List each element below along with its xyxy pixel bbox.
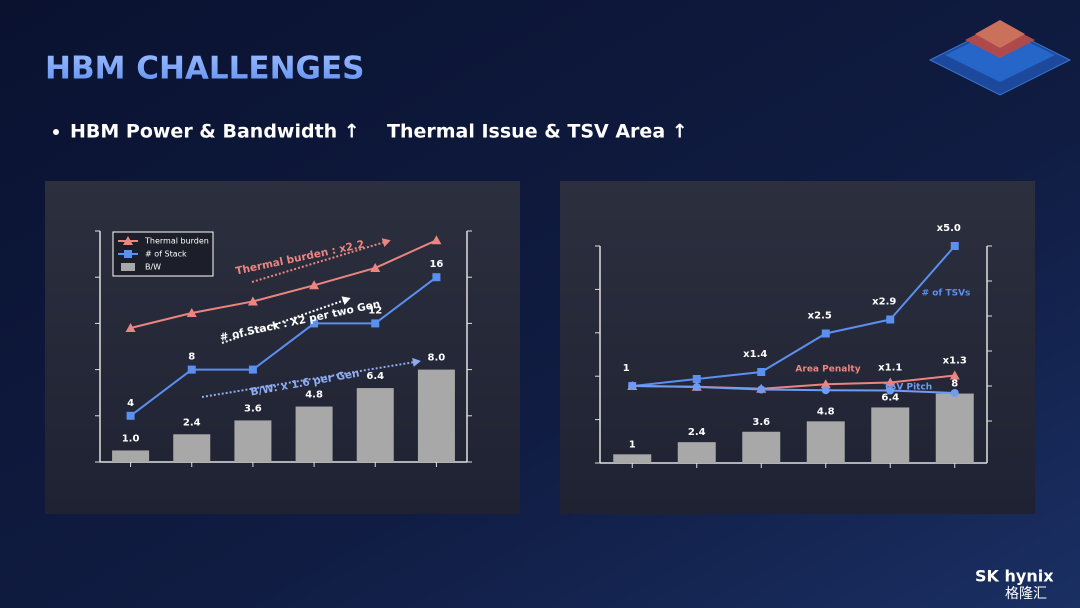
marker: [187, 365, 196, 374]
data-label: x1.1: [878, 363, 902, 374]
bar: [417, 369, 455, 462]
data-label: 8: [188, 352, 195, 363]
bar: [356, 388, 394, 462]
data-label: x5.0: [937, 223, 961, 234]
bar: [613, 454, 652, 463]
data-label: 8: [951, 379, 958, 390]
chart-panel: [560, 181, 1035, 514]
legend-marker: [123, 236, 133, 245]
annotation-arrow: [221, 299, 346, 344]
bar: [935, 393, 974, 463]
data-label: 8.0: [428, 353, 446, 364]
bar: [173, 434, 211, 462]
marker: [370, 262, 381, 272]
legend-swatch: [121, 263, 135, 271]
marker: [248, 365, 257, 374]
marker: [949, 370, 960, 380]
data-label: 1: [629, 439, 636, 450]
data-label: 3.6: [244, 403, 262, 414]
marker: [821, 329, 830, 338]
marker: [820, 379, 831, 389]
data-label: x2.5: [808, 311, 832, 322]
bar: [871, 407, 910, 463]
data-label: 6.4: [881, 392, 899, 403]
legend-label: B/W: [145, 263, 161, 272]
legend-label: Thermal burden: [144, 237, 209, 246]
bar: [677, 442, 716, 463]
data-label: 12: [368, 305, 382, 316]
watermark: 格隆汇: [1005, 586, 1047, 602]
data-label: 4.8: [817, 406, 835, 417]
data-label: 1: [623, 363, 630, 374]
marker: [432, 273, 441, 282]
chip-art: [928, 20, 1072, 96]
marker: [371, 319, 380, 328]
marker: [886, 315, 895, 324]
series-label: TSV Pitch: [884, 383, 932, 393]
data-label: 16: [429, 259, 443, 270]
series-label: Area Penalty: [795, 365, 860, 375]
marker: [310, 319, 319, 328]
annotation-arrowhead: [412, 357, 421, 367]
series-line: [632, 245, 956, 387]
marker: [431, 235, 442, 245]
marker: [628, 382, 637, 390]
series-line: [632, 385, 955, 394]
marker: [692, 375, 701, 383]
data-label: x2.9: [872, 297, 896, 308]
legend-label: # of Stack: [145, 250, 187, 259]
annotation-arrow: [251, 241, 386, 283]
marker: [757, 368, 766, 376]
series-label: # of TSVs: [922, 289, 971, 299]
data-label: x1.4: [743, 349, 767, 360]
marker: [950, 242, 959, 250]
data-label: 2.4: [688, 427, 706, 438]
annotation-arrowhead: [341, 296, 351, 305]
marker: [125, 323, 136, 333]
bullet-dot: [53, 129, 59, 135]
data-label: 6.4: [366, 371, 384, 382]
data-label: 3.6: [752, 417, 770, 428]
marker: [950, 389, 959, 397]
marker: [247, 296, 258, 306]
bullet-text: HBM Power & Bandwidth ↑: [70, 121, 360, 143]
marker: [126, 411, 135, 420]
bar: [806, 421, 845, 463]
marker: [309, 280, 320, 290]
brand-logo: SK hynix: [975, 567, 1054, 586]
marker: [821, 386, 830, 395]
marker: [186, 308, 197, 318]
data-label: 1.0: [122, 433, 140, 444]
bar: [295, 406, 333, 462]
data-label: 4: [127, 398, 134, 409]
marker: [885, 377, 896, 387]
series-line: [130, 239, 437, 329]
bullet-text: Thermal Issue & TSV Area ↑: [387, 121, 688, 143]
annotation-arrowhead: [381, 238, 391, 247]
slide-title: HBM CHALLENGES: [45, 51, 364, 87]
data-label: x1.3: [943, 356, 967, 367]
series-line: [129, 276, 438, 417]
bar: [112, 450, 150, 462]
legend-marker: [124, 250, 132, 258]
data-label: 4.8: [305, 390, 323, 401]
bar: [742, 431, 781, 463]
marker: [692, 383, 701, 392]
bar: [234, 420, 272, 462]
marker: [757, 385, 766, 394]
data-label: 2.4: [183, 417, 201, 428]
marker: [886, 386, 895, 395]
